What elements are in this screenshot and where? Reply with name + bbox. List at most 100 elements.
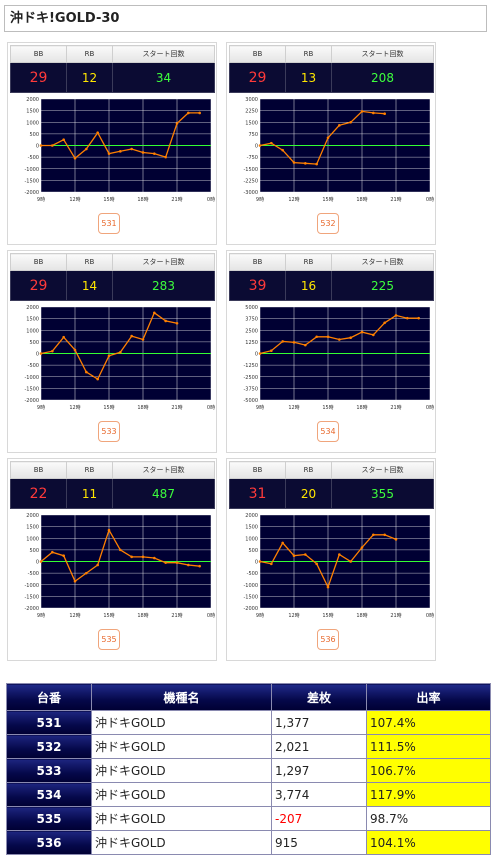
data-point xyxy=(85,571,88,575)
x-tick-label: 12時 xyxy=(69,613,80,619)
data-point xyxy=(270,141,273,145)
y-tick-label: 3750 xyxy=(245,317,258,323)
x-tick-label: 21時 xyxy=(171,405,182,411)
bb-count: 39 xyxy=(229,270,286,301)
data-point xyxy=(394,538,398,541)
x-tick-label: 0時 xyxy=(426,405,434,411)
y-tick-label: -2500 xyxy=(243,375,258,381)
y-tick-label: -1500 xyxy=(243,167,258,173)
y-tick-label: -2000 xyxy=(243,606,258,612)
machine-number-button[interactable]: 531 xyxy=(98,213,120,234)
x-tick-label: 12時 xyxy=(288,197,299,203)
data-point xyxy=(338,338,341,341)
data-point xyxy=(119,351,122,354)
machine-name: 沖ドキGOLD xyxy=(91,830,272,855)
y-tick-label: 1500 xyxy=(26,525,39,531)
x-tick-label: 0時 xyxy=(426,197,434,203)
y-tick-label: -2000 xyxy=(24,398,39,404)
y-tick-label: 1000 xyxy=(26,328,39,334)
machine-number-button[interactable]: 534 xyxy=(317,421,339,442)
summary-header-row: 台番 機種名 差枚 出率 xyxy=(6,683,491,711)
machine-number-button[interactable]: 536 xyxy=(317,629,339,650)
y-tick-label: 0 xyxy=(255,560,258,566)
y-tick-label: -750 xyxy=(247,155,258,161)
data-point xyxy=(383,112,386,116)
rb-count: 13 xyxy=(285,62,332,93)
data-point xyxy=(372,111,375,115)
x-tick-label: 15時 xyxy=(322,613,333,619)
summary-table: 台番 機種名 差枚 出率 531 沖ドキGOLD 1,377 107.4% 532 沖ドキ… xyxy=(6,683,491,855)
y-tick-label: 0 xyxy=(36,144,39,150)
rb-count: 20 xyxy=(285,478,332,509)
table-row: 531 沖ドキGOLD 1,377 107.4% xyxy=(6,710,491,735)
y-tick-label: 0 xyxy=(36,352,39,358)
payout-rate: 104.1% xyxy=(366,830,491,855)
data-point xyxy=(304,553,307,556)
table-row: 536 沖ドキGOLD 915 104.1% xyxy=(6,830,491,855)
data-point xyxy=(51,144,54,147)
machine-number-button[interactable]: 532 xyxy=(317,213,339,234)
x-tick-label: 12時 xyxy=(288,405,299,411)
x-tick-label: 21時 xyxy=(390,613,401,619)
y-tick-label: -5000 xyxy=(243,398,258,404)
data-point xyxy=(73,156,77,160)
y-tick-label: 500 xyxy=(29,340,39,346)
bb-header: BB xyxy=(10,461,67,479)
start-count: 355 xyxy=(331,478,434,509)
machine-card-536: BB RB スタート回数 31 20 355 536 2000 1500 1000 500 0 -500… xyxy=(226,458,436,661)
stats-header-row: BB RB スタート回数 xyxy=(10,253,215,271)
bb-count: 22 xyxy=(10,478,67,509)
start-count: 34 xyxy=(112,62,215,93)
rb-header: RB xyxy=(285,461,332,479)
x-tick-label: 9時 xyxy=(256,405,264,411)
data-point xyxy=(51,349,54,353)
data-point xyxy=(281,340,284,343)
table-row: 533 沖ドキGOLD 1,297 106.7% xyxy=(6,758,491,783)
data-point xyxy=(338,553,341,556)
bb-count: 31 xyxy=(229,478,286,509)
start-count-header: スタート回数 xyxy=(112,45,215,63)
stats-header-row: BB RB スタート回数 xyxy=(10,461,215,479)
y-tick-label: -1000 xyxy=(24,583,39,589)
machine-number-button[interactable]: 533 xyxy=(98,421,120,442)
machine-number[interactable]: 533 xyxy=(6,758,92,783)
data-point xyxy=(130,334,133,338)
y-tick-label: 1500 xyxy=(245,120,258,126)
data-point xyxy=(62,554,65,557)
data-point xyxy=(360,546,364,549)
coin-difference: 1,377 xyxy=(271,710,367,735)
rb-header: RB xyxy=(66,461,113,479)
data-point xyxy=(270,562,273,566)
machine-number[interactable]: 531 xyxy=(6,710,92,735)
header-machine-no: 台番 xyxy=(6,683,92,711)
coin-difference: 915 xyxy=(271,830,367,855)
data-point xyxy=(62,138,65,141)
y-tick-label: 500 xyxy=(29,548,39,554)
stats-value-row: 31 20 355 xyxy=(229,478,434,509)
y-tick-label: -1500 xyxy=(24,386,39,392)
data-point xyxy=(107,354,111,358)
table-row: 535 沖ドキGOLD -207 98.7% xyxy=(6,806,491,831)
data-point xyxy=(326,335,330,339)
machine-number[interactable]: 536 xyxy=(6,830,92,855)
machine-number[interactable]: 534 xyxy=(6,782,92,807)
y-tick-label: 2000 xyxy=(26,513,39,519)
data-point xyxy=(326,136,330,140)
stats-value-row: 22 11 487 xyxy=(10,478,215,509)
start-count-header: スタート回数 xyxy=(331,253,434,271)
machine-number-button[interactable]: 535 xyxy=(98,629,120,650)
machine-number[interactable]: 532 xyxy=(6,734,92,759)
stats-table: BB RB スタート回数 29 12 34 xyxy=(10,45,215,93)
data-point xyxy=(96,131,99,135)
x-tick-label: 21時 xyxy=(390,405,401,411)
rb-header: RB xyxy=(66,45,113,63)
data-point xyxy=(383,533,386,537)
machine-number[interactable]: 535 xyxy=(6,806,92,831)
y-tick-label: 1000 xyxy=(245,536,258,542)
data-point xyxy=(119,150,122,153)
stats-table: BB RB スタート回数 39 16 225 xyxy=(229,253,434,301)
data-point xyxy=(338,124,341,127)
y-tick-label: 2500 xyxy=(245,328,258,334)
y-tick-label: 1000 xyxy=(26,536,39,542)
